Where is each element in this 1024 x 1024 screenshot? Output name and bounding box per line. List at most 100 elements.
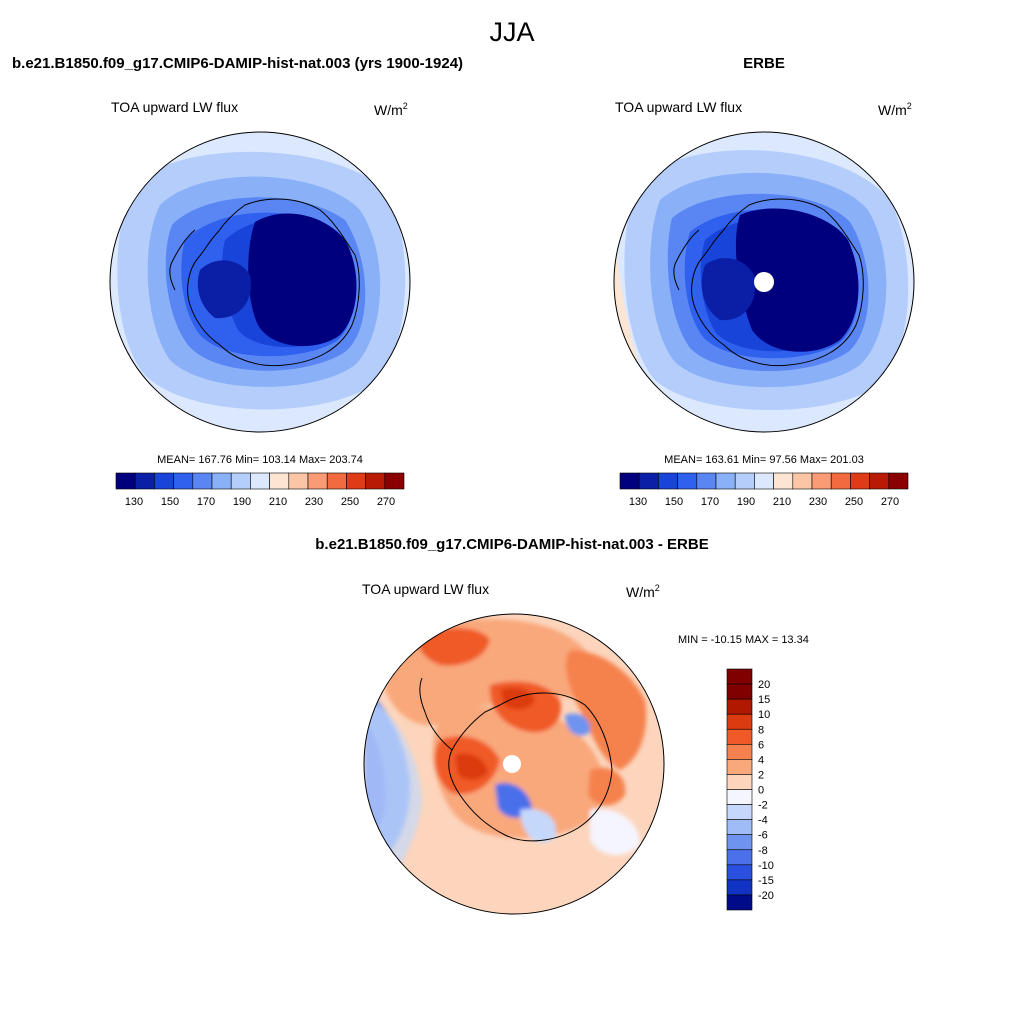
colorbar-tick-label: 270 [377, 496, 395, 508]
map-coastline [448, 692, 613, 842]
colorbar-swatch [677, 472, 698, 490]
colorbar-swatch [269, 472, 290, 490]
patch-cool-east [565, 713, 591, 736]
colorbar-swatch [726, 759, 753, 775]
colorbar-tick-label: 6 [758, 739, 764, 751]
colorbar-swatch [384, 472, 405, 490]
colorbar-swatch [734, 472, 755, 490]
colorbar-swatch [307, 472, 328, 490]
panel-obs-map [614, 132, 914, 432]
colorbar-swatch [726, 849, 753, 866]
panel-model-title: b.e21.B1850.f09_g17.CMIP6-DAMIP-hist-nat… [12, 55, 463, 72]
colorbar-tick-label: 15 [758, 694, 770, 706]
colorbar-swatch [726, 834, 753, 851]
colorbar-tick-label: -8 [758, 845, 768, 857]
colorbar-tick-label: 20 [758, 679, 770, 691]
colorbar-swatch [811, 472, 832, 490]
map-anomaly-patches [364, 618, 647, 880]
colorbar-tick-label: 0 [758, 785, 764, 797]
colorbar-swatch [773, 472, 794, 490]
colorbar-tick-label: 250 [845, 496, 863, 508]
colorbar-tick-label: 210 [269, 496, 287, 508]
colorbar-tick-label: -20 [758, 890, 774, 902]
colorbar-tick-label: -10 [758, 860, 774, 872]
colorbar-swatch [346, 472, 366, 490]
panel-obs-variable: TOA upward LW flux [615, 99, 742, 115]
colorbar-swatch [230, 472, 251, 490]
colorbar-tick-label: 190 [233, 496, 251, 508]
units-exp: 2 [907, 101, 912, 111]
panel-model: b.e21.B1850.f09_g17.CMIP6-DAMIP-hist-nat… [12, 55, 463, 508]
colorbar-swatch [192, 472, 213, 490]
units-base: W/m [626, 584, 655, 600]
colorbar-swatch [726, 894, 753, 911]
colorbar-tick-label: 150 [161, 496, 179, 508]
panel-model-variable: TOA upward LW flux [111, 99, 238, 115]
colorbar-tick-label: 130 [629, 496, 647, 508]
colorbar-tick-label: 230 [305, 496, 323, 508]
colorbar-swatch [754, 472, 774, 490]
colorbar-swatch [726, 728, 753, 745]
map-peninsula-coast [673, 229, 700, 291]
map-coastline [691, 198, 864, 367]
colorbar-swatch [619, 472, 640, 490]
panel-obs-units: W/m2 [878, 101, 912, 118]
figure-title: JJA [489, 17, 534, 47]
colorbar-swatch [726, 698, 753, 715]
panel-obs-colorbar: 130 150 170 190 210 230 250 270 [619, 472, 909, 508]
map-ross-region [701, 258, 756, 321]
map-plateau [735, 208, 859, 352]
patch-warm-strong [418, 628, 490, 666]
colorbar-swatch [134, 472, 155, 490]
colorbar-tick-label: 10 [758, 709, 770, 721]
colorbar-swatch [173, 472, 194, 490]
panel-diff-variable: TOA upward LW flux [362, 581, 489, 597]
colorbar-tick-label: 270 [881, 496, 899, 508]
panel-model-units: W/m2 [374, 101, 408, 118]
units-base: W/m [878, 102, 907, 118]
colorbar-swatch [211, 472, 232, 490]
colorbar-swatch [154, 472, 174, 490]
patch-neutral [590, 809, 640, 856]
colorbar-swatch [326, 472, 347, 490]
patch-warm-peak [500, 687, 535, 710]
colorbar-swatch [726, 879, 753, 896]
panel-model-map [110, 132, 410, 432]
colorbar-tick-label: -2 [758, 800, 768, 812]
colorbar-swatch [726, 774, 753, 790]
colorbar-tick-label: -6 [758, 830, 768, 842]
map-boundary [613, 131, 915, 433]
colorbar-tick-label: 150 [665, 496, 683, 508]
colorbar-swatch [850, 472, 870, 490]
patch-cool-center [495, 782, 532, 818]
panel-diff: b.e21.B1850.f09_g17.CMIP6-DAMIP-hist-nat… [315, 536, 809, 915]
colorbar-swatch [726, 864, 753, 881]
colorbar-tick-label: 230 [809, 496, 827, 508]
colorbar-tick-label: 130 [125, 496, 143, 508]
patch-warm [588, 767, 626, 806]
colorbar-swatch [115, 472, 136, 490]
colorbar-tick-label: -15 [758, 875, 774, 887]
colorbar-swatch [715, 472, 736, 490]
colorbar-tick-label: 4 [758, 754, 764, 766]
units-base: W/m [374, 102, 403, 118]
colorbar-swatch [726, 819, 753, 835]
colorbar-tick-label: -4 [758, 815, 768, 827]
colorbar-swatch [658, 472, 678, 490]
colorbar-tick-label: 190 [737, 496, 755, 508]
map-pole-hole [503, 755, 521, 773]
colorbar-tick-label: 2 [758, 769, 764, 781]
units-exp: 2 [403, 101, 408, 111]
panel-obs-stats: MEAN= 163.61 Min= 97.56 Max= 201.03 [664, 454, 864, 466]
colorbar-tick-label: 170 [197, 496, 215, 508]
panel-model-colorbar: 130 150 170 190 210 230 250 270 [115, 472, 405, 508]
colorbar-swatch [288, 472, 309, 490]
units-exp: 2 [655, 583, 660, 593]
colorbar-tick-label: 250 [341, 496, 359, 508]
panel-diff-title: b.e21.B1850.f09_g17.CMIP6-DAMIP-hist-nat… [315, 536, 708, 553]
patch-cool-slight [520, 809, 556, 843]
colorbar-swatch [830, 472, 851, 490]
panel-model-stats: MEAN= 167.76 Min= 103.14 Max= 203.74 [157, 454, 363, 466]
panel-diff-map [364, 614, 664, 914]
